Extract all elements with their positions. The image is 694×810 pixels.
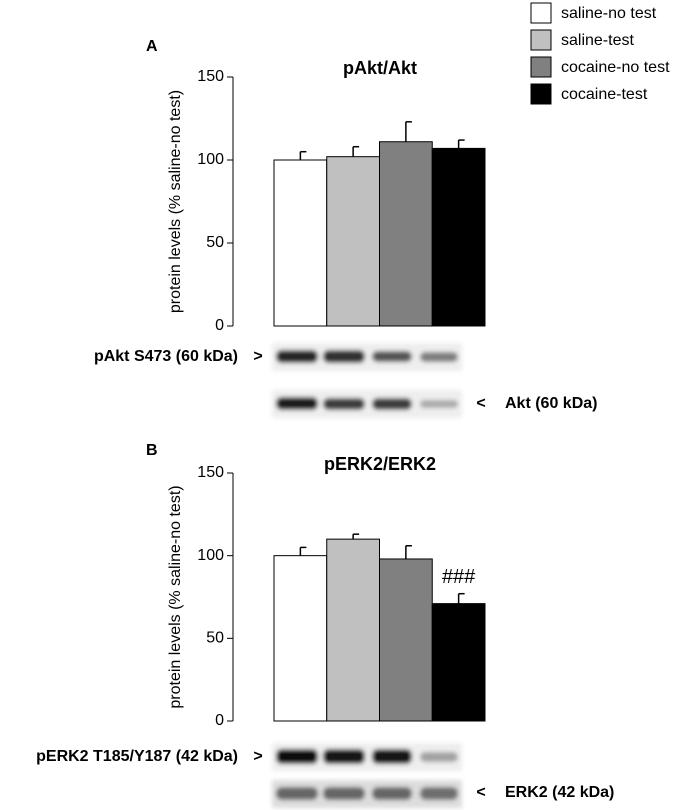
y-tick-label: 50 [206,630,224,647]
bar [431,147,486,327]
y-tick-label: 150 [197,68,224,85]
blot-label: pERK2 T185/Y187 (42 kDa) [36,748,238,765]
blot-label: Akt (60 kDa) [505,395,597,412]
panel-label: B [146,442,158,459]
y-tick-label: 100 [197,547,224,564]
y-axis-label: protein levels (% saline-no test) [167,90,184,313]
blot-label: ERK2 (42 kDa) [505,784,614,801]
chart-title: pERK2/ERK2 [324,454,436,474]
y-tick-label: 50 [206,234,224,251]
legend-label: cocaine-no test [561,59,670,76]
blot-arrow: < [476,784,485,801]
blot-arrow: > [253,348,262,365]
bar [326,156,380,327]
panel-label: A [146,38,158,55]
annotation: ### [442,566,476,588]
blots [272,343,462,808]
blot-arrow: < [476,395,485,412]
legend-label: saline-test [561,32,634,49]
legend-swatch [530,2,552,24]
bar [379,558,433,722]
blot-arrow: > [253,748,262,765]
y-tick-label: 150 [197,464,224,481]
y-axis-label: protein levels (% saline-no test) [167,485,184,708]
bar [379,141,433,327]
bar [273,159,328,327]
legend-label: saline-no test [561,5,657,22]
legend-swatch [530,83,552,105]
bar [273,555,328,722]
bar [431,603,486,722]
y-tick-label: 0 [215,712,224,729]
y-tick-label: 0 [215,317,224,334]
blot-label: pAkt S473 (60 kDa) [94,348,238,365]
legend-swatch [530,56,552,78]
chart-title: pAkt/Akt [343,58,417,78]
y-tick-label: 100 [197,151,224,168]
legend-label: cocaine-test [561,86,648,103]
bar [326,538,380,722]
legend-swatch [530,29,552,51]
